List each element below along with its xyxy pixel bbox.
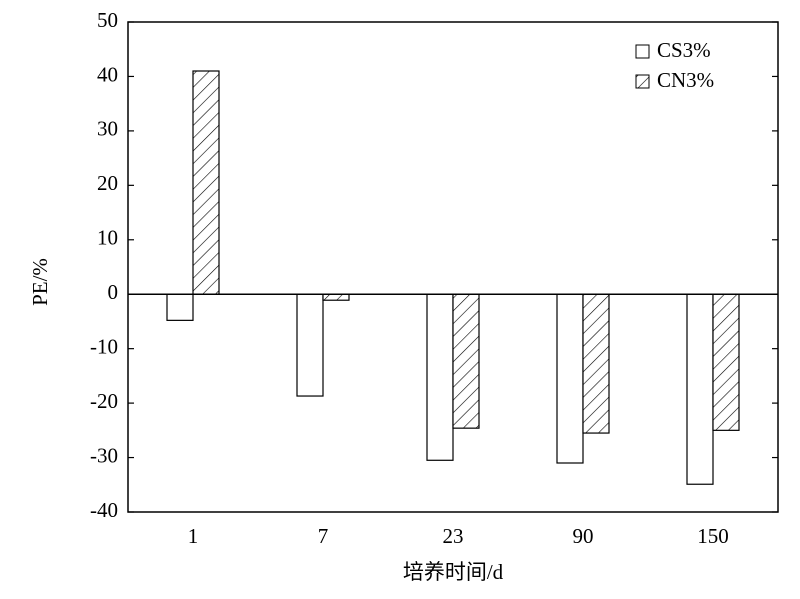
x-tick-label: 150 (697, 524, 729, 548)
legend-label: CS3% (657, 38, 711, 62)
y-tick-label: -10 (90, 334, 118, 358)
legend-swatch (635, 44, 650, 59)
plot-frame (127, 21, 779, 513)
x-axis-label: 培养时间/d (403, 560, 504, 584)
y-tick-label: -20 (90, 389, 118, 413)
bar (166, 293, 194, 321)
y-tick-label: -30 (90, 443, 118, 467)
y-tick-label: 30 (97, 117, 118, 141)
x-tick-label: 23 (443, 524, 464, 548)
y-tick-label: 10 (97, 226, 118, 250)
legend-swatch (635, 74, 650, 89)
y-tick-label: -40 (90, 498, 118, 522)
bar (686, 293, 714, 485)
legend-label: CN3% (657, 68, 714, 92)
bar (556, 293, 584, 464)
y-tick-label: 0 (108, 280, 119, 304)
bar (322, 293, 350, 301)
x-tick-label: 7 (318, 524, 329, 548)
y-axis-label: PE/% (28, 258, 52, 306)
x-tick-label: 1 (188, 524, 199, 548)
bar (426, 293, 454, 461)
bar (452, 293, 480, 429)
bar (582, 293, 610, 434)
x-tick-label: 90 (573, 524, 594, 548)
bar (192, 70, 220, 295)
y-tick-label: 40 (97, 62, 118, 86)
bar (712, 293, 740, 431)
y-tick-label: 50 (97, 8, 118, 32)
y-tick-label: 20 (97, 171, 118, 195)
bar (296, 293, 324, 397)
